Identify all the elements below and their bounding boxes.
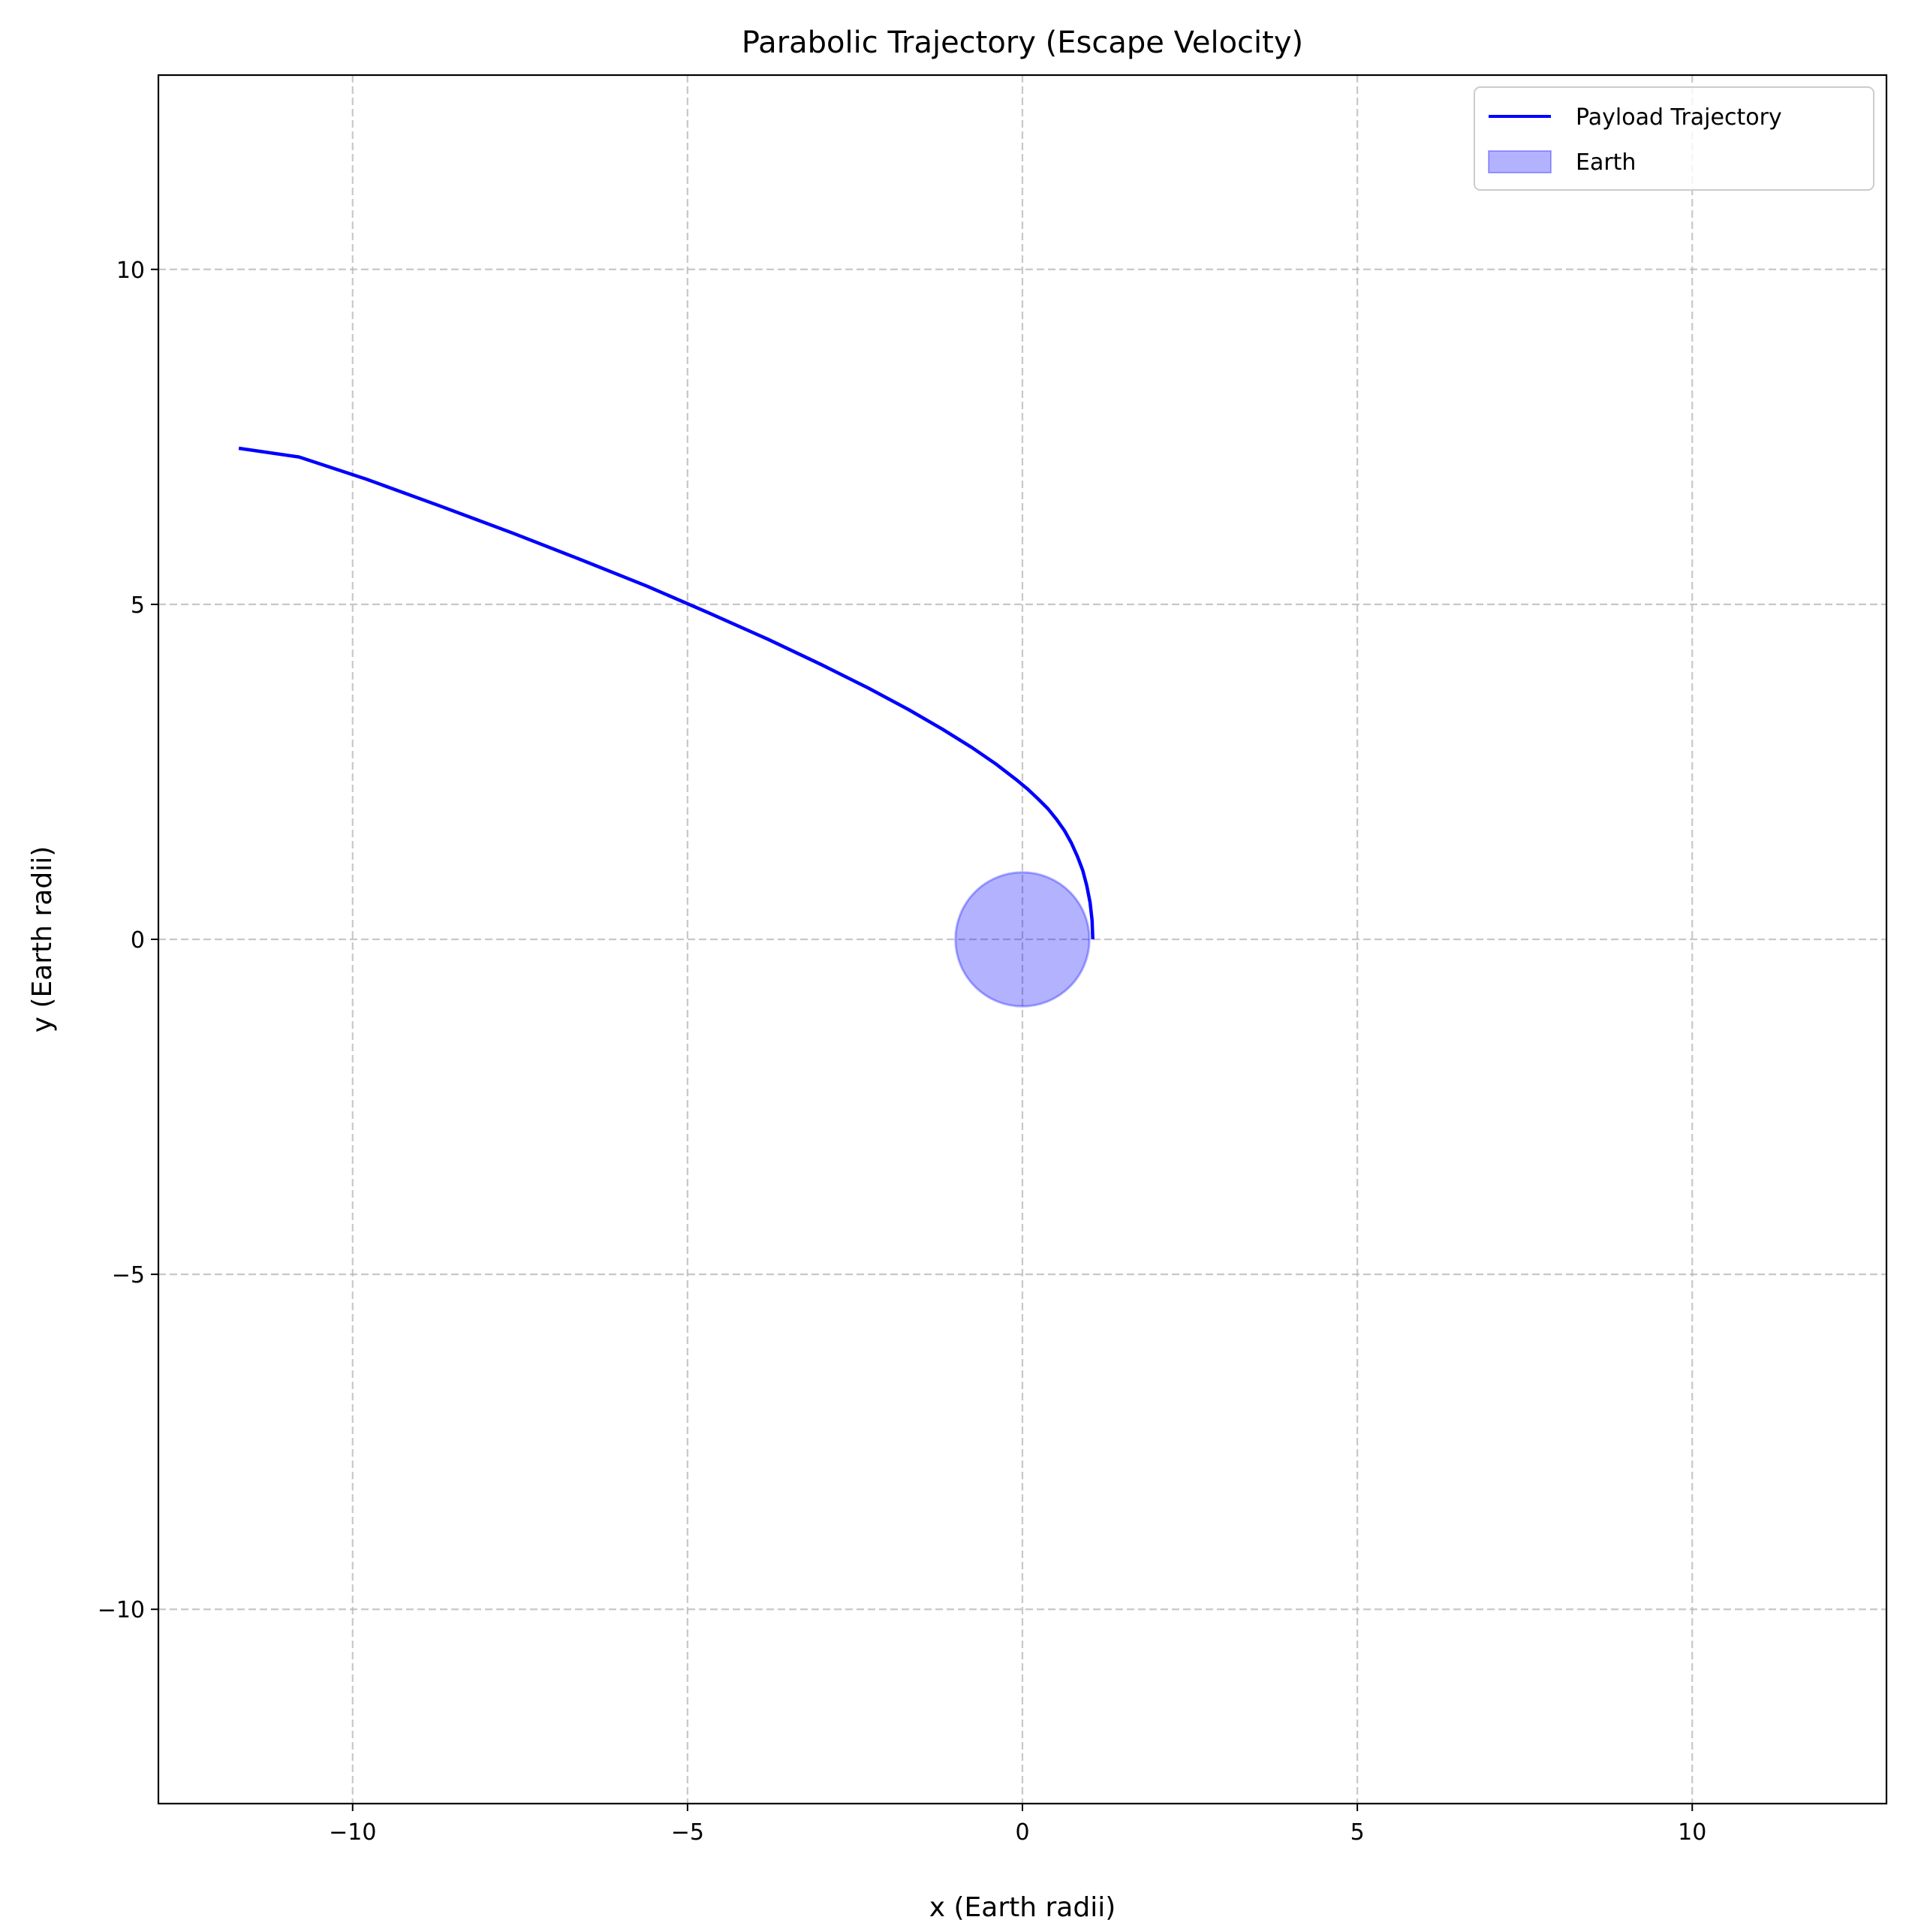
earth-circle xyxy=(954,871,1091,1008)
x-tick-label: 0 xyxy=(1015,1819,1029,1846)
legend-label-payload-trajectory: Payload Trajectory xyxy=(1576,104,1782,131)
grid xyxy=(158,75,1886,1804)
y-tick-label: 5 xyxy=(131,592,145,619)
series-layer xyxy=(238,446,1095,1008)
payload-trajectory-line xyxy=(238,446,1095,940)
y-tick-label: 10 xyxy=(116,258,145,284)
y-tick-label: −5 xyxy=(112,1262,145,1289)
chart-title: Parabolic Trajectory (Escape Velocity) xyxy=(742,26,1303,60)
x-axis-ticks: −10 −5 0 5 10 xyxy=(329,1804,1706,1846)
y-axis-label: y (Earth radii) xyxy=(27,846,58,1033)
legend-label-earth: Earth xyxy=(1576,149,1636,176)
x-axis-label: x (Earth radii) xyxy=(929,1892,1116,1923)
x-tick-label: −5 xyxy=(671,1819,704,1846)
plot-area xyxy=(157,74,1888,1805)
legend-frame xyxy=(1474,86,1874,191)
y-axis-ticks: −10 −5 0 5 10 xyxy=(98,258,158,1623)
x-tick-label: −10 xyxy=(329,1819,376,1846)
legend-patch-swatch xyxy=(1488,150,1552,173)
x-tick-label: 10 xyxy=(1678,1819,1706,1846)
y-tick-label: 0 xyxy=(131,927,145,954)
legend: Payload Trajectory Earth xyxy=(1474,86,1874,191)
y-tick-label: −10 xyxy=(98,1597,145,1623)
x-tick-label: 5 xyxy=(1350,1819,1365,1846)
